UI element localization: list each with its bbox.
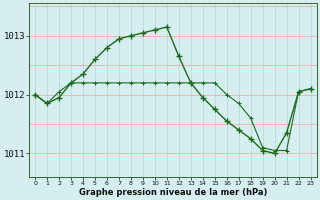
X-axis label: Graphe pression niveau de la mer (hPa): Graphe pression niveau de la mer (hPa) xyxy=(79,188,267,197)
